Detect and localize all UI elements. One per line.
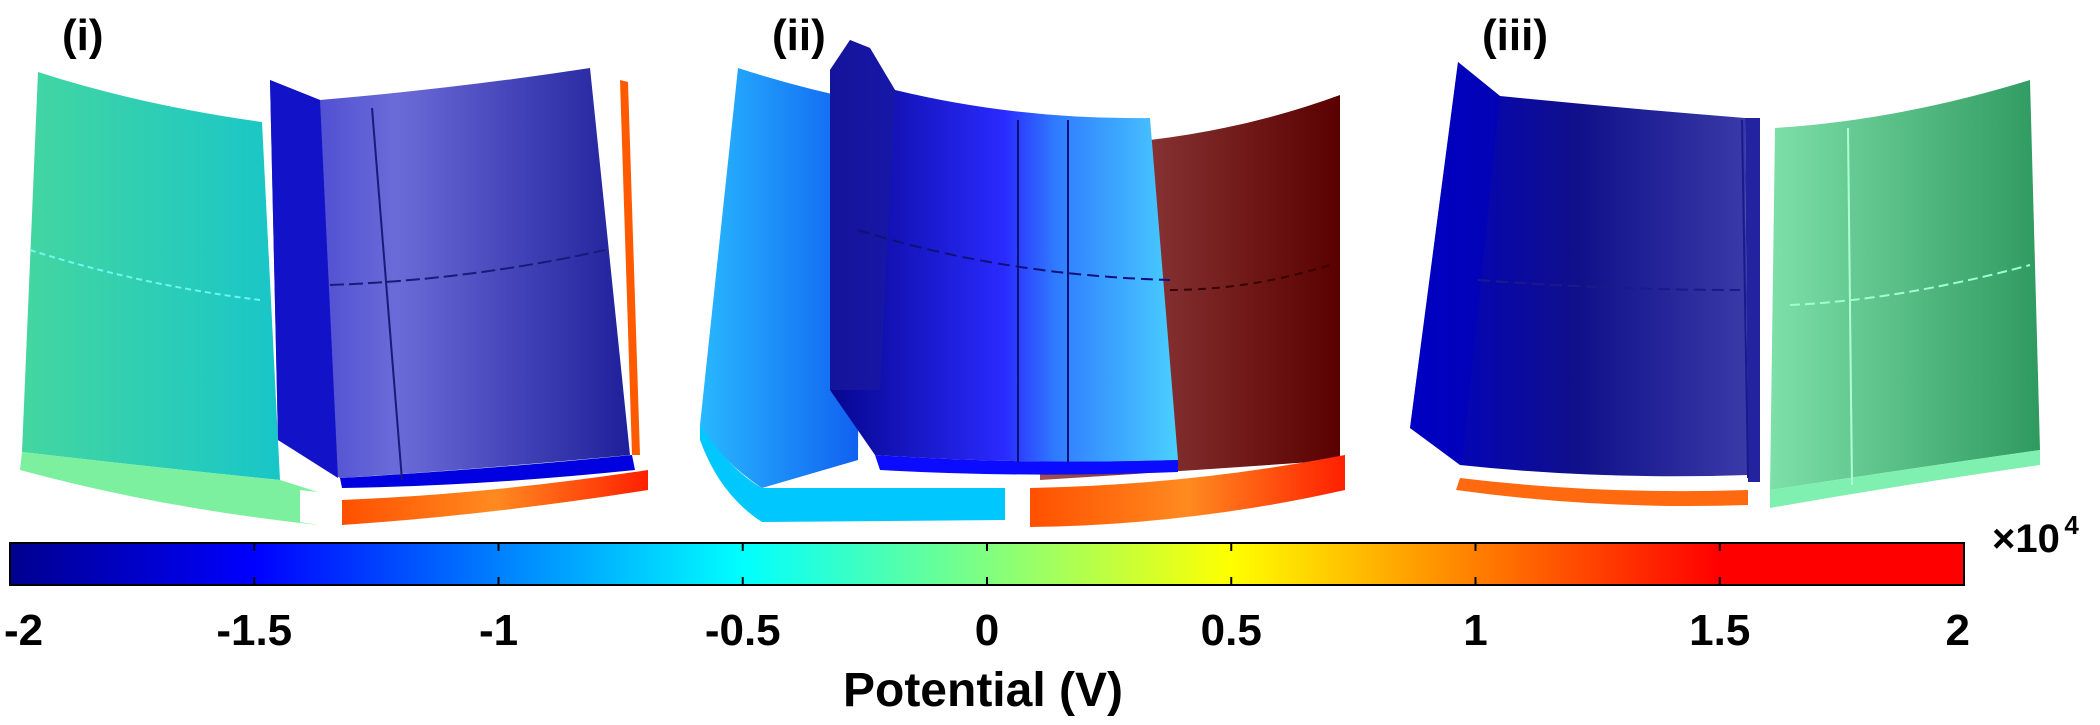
colorbar-tick-label: 2 (1946, 606, 1970, 655)
panel-label-i: (i) (62, 11, 104, 60)
colorbar-tick-label: -1 (479, 606, 518, 655)
panel-label-iii: (iii) (1482, 11, 1548, 60)
colorbar-tick-label: -1.5 (216, 606, 292, 655)
colorbar-multiplier-base: ×10 (1992, 517, 2060, 561)
panel-i-right-plate (270, 68, 648, 525)
panel-i: (i) (20, 11, 648, 525)
colorbar-multiplier: ×10 4 (1992, 510, 2079, 561)
panel-ii-middle-plate (830, 40, 1178, 475)
colorbar-tick-label: 1.5 (1689, 606, 1750, 655)
panel-iii-right-plate (1770, 80, 2040, 508)
panel-ii: (ii) (700, 11, 1345, 527)
panel-iii: (iii) (1410, 11, 2040, 508)
colorbar-tick-label: -2 (4, 606, 43, 655)
colorbar-tick-label: 0 (975, 606, 999, 655)
colorbar-tick-label: -0.5 (705, 606, 781, 655)
panel-i-left-plate (20, 72, 318, 525)
colorbar-axis-label: Potential (V) (843, 664, 1123, 717)
panel-label-ii: (ii) (772, 11, 826, 60)
colorbar-tick-label: 1 (1463, 606, 1487, 655)
panel-ii-left-plate (700, 68, 1030, 522)
colorbar-tick-labels: -2 -1.5 -1 -0.5 0 0.5 1 1.5 2 (4, 606, 1970, 655)
colorbar: -2 -1.5 -1 -0.5 0 0.5 1 1.5 2 ×10 4 Potential (V… (4, 510, 2079, 717)
colorbar-ticks (9, 543, 1965, 585)
panel-iii-left-plate (1410, 62, 1760, 506)
colorbar-tick-label: 0.5 (1201, 606, 1262, 655)
colorbar-multiplier-exponent: 4 (2064, 510, 2079, 540)
